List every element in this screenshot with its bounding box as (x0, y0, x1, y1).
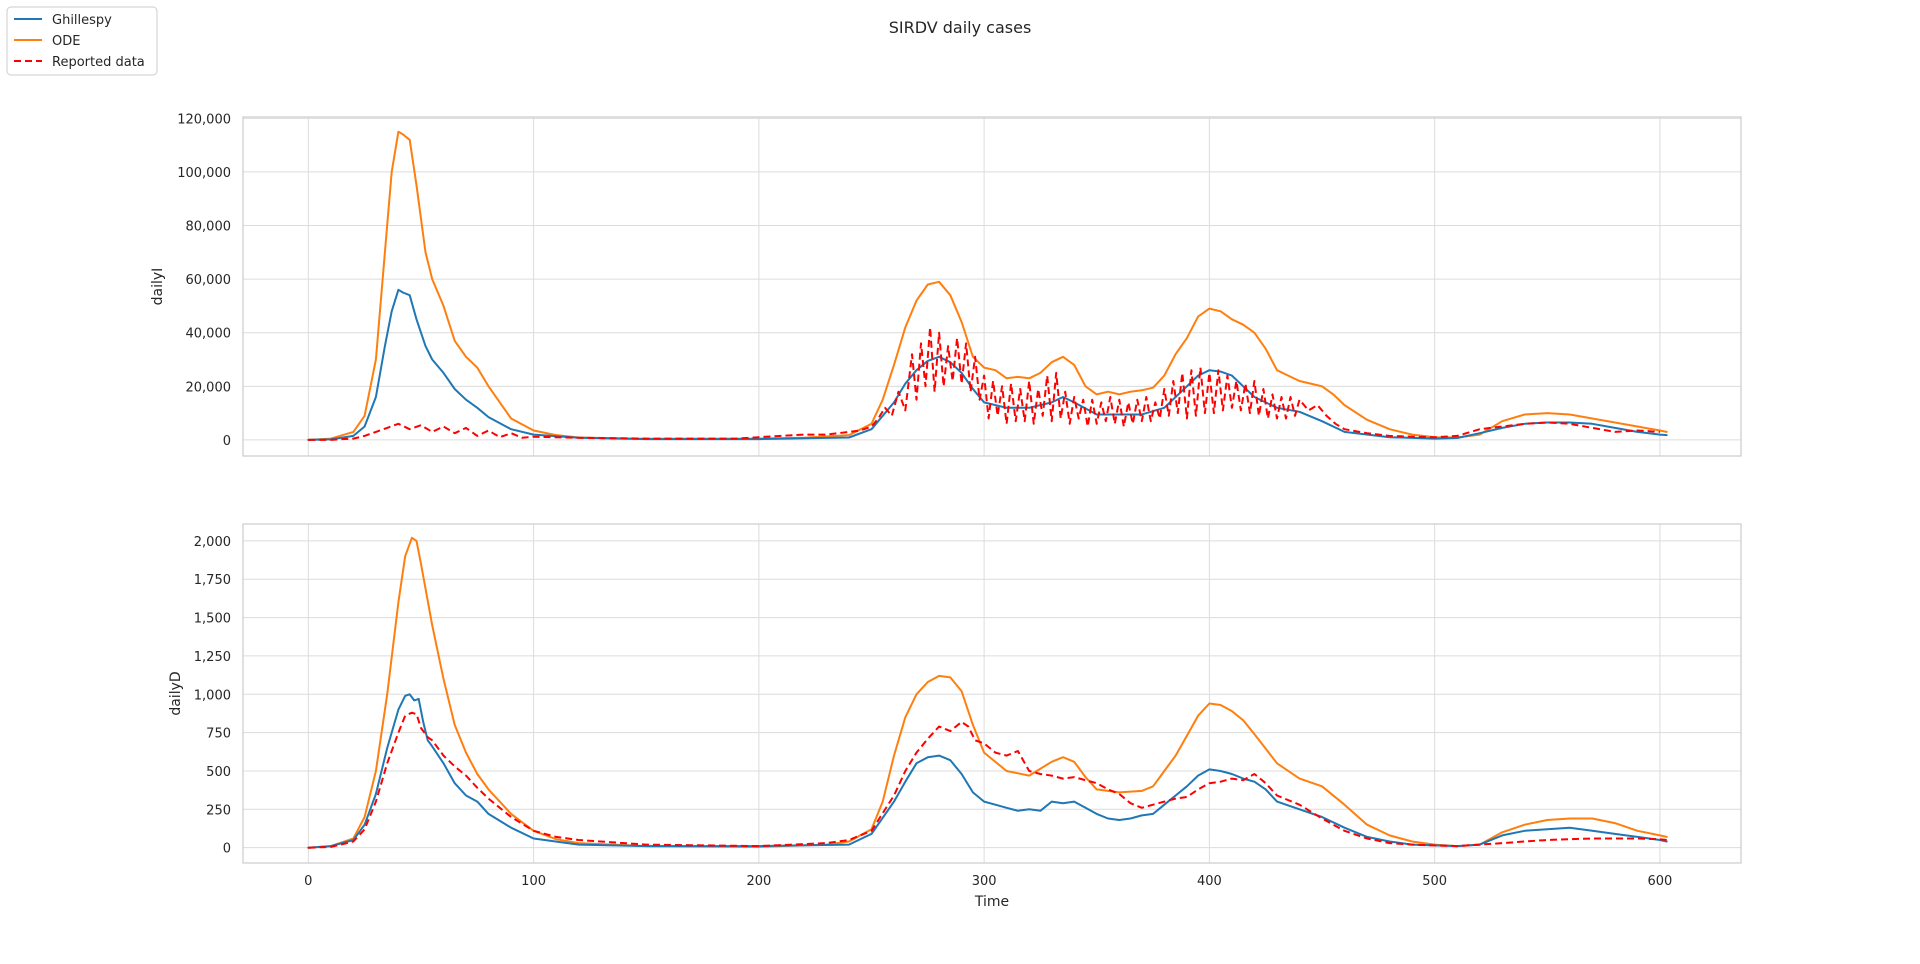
x-tick-label: 100 (521, 874, 546, 889)
series-line-ghillespy (307, 693, 1668, 849)
chart-title: SIRDV daily cases (889, 18, 1032, 37)
x-tick-label: 600 (1647, 874, 1672, 889)
plot-frame (242, 116, 1742, 457)
series-line-ghillespy (307, 288, 1668, 441)
y-axis-label: dailyD (168, 671, 184, 715)
series-line-ode (307, 536, 1668, 849)
bottom-panel-dailyD: 0 250 500 750 1,000 1,250 1,500 1,750 2,000 0 100 2… (168, 523, 1742, 910)
x-axis-label: Time (974, 894, 1009, 910)
series-line-reported-data (308, 326, 1660, 441)
y-tick-label: 250 (206, 803, 231, 818)
x-tick-label: 200 (746, 874, 771, 889)
x-tick-label: 300 (972, 874, 997, 889)
legend-label-reported-data: Reported data (52, 55, 145, 70)
legend-label-ode: ODE (52, 34, 80, 49)
legend-label-ghillespy: Ghillespy (52, 13, 112, 28)
chart-legend: Ghillespy ODE Reported data (6, 6, 158, 76)
y-tick-label: 40,000 (186, 327, 232, 342)
y-tick-label: 2,000 (194, 535, 231, 550)
y-tick-label: 80,000 (186, 220, 232, 235)
legend-frame (6, 6, 158, 76)
series-line-reported-data (308, 711, 1667, 849)
y-tick-label: 100,000 (177, 166, 231, 181)
x-tick-label: 400 (1197, 874, 1222, 889)
y-tick-label: 1,750 (194, 573, 231, 588)
y-tick-label: 0 (223, 434, 231, 449)
y-tick-label: 1,500 (194, 612, 231, 627)
y-tick-label: 1,000 (194, 688, 231, 703)
y-tick-label: 500 (206, 765, 231, 780)
plot-frame (242, 523, 1742, 864)
y-tick-label: 750 (206, 727, 231, 742)
x-tick-label: 0 (304, 874, 312, 889)
top-panel-dailyI: 0 20,000 40,000 60,000 80,000 100,000 120,000 d… (150, 112, 1742, 457)
y-tick-label: 120,000 (177, 112, 231, 127)
y-tick-label: 1,250 (194, 650, 231, 665)
y-tick-label: 20,000 (186, 380, 232, 395)
y-axis-label: dailyI (150, 268, 166, 306)
x-tick-label: 500 (1422, 874, 1447, 889)
series-line-ode (307, 130, 1668, 441)
y-tick-label: 0 (223, 842, 231, 857)
y-tick-label: 60,000 (186, 273, 232, 288)
